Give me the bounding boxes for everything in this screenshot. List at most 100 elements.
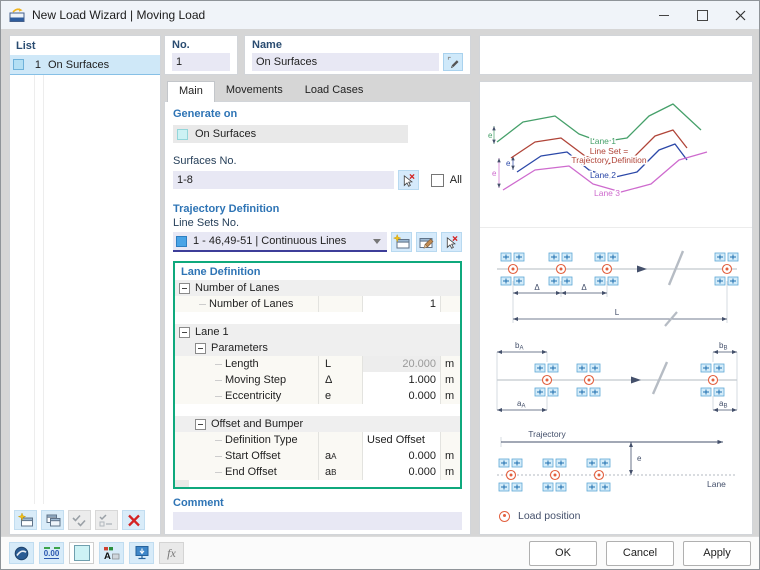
collapse-icon[interactable] xyxy=(179,326,190,338)
row-value[interactable]: Used Offset xyxy=(362,432,440,448)
select-line-set-button[interactable] xyxy=(440,232,462,252)
row-label: Eccentricity xyxy=(225,390,282,402)
pencil-icon xyxy=(447,56,459,68)
group-row-parameters[interactable]: Parameters xyxy=(175,340,460,356)
all-checkbox[interactable] xyxy=(431,173,444,187)
row-unit xyxy=(440,296,460,312)
row-unit: m xyxy=(440,464,460,480)
function-button[interactable]: fx xyxy=(159,542,184,564)
no-input[interactable] xyxy=(172,53,230,71)
group-row-lane1[interactable]: Lane 1 xyxy=(175,324,460,340)
check-all-icon xyxy=(72,514,86,527)
close-button[interactable] xyxy=(721,1,759,29)
lane-definition-panel: Lane Definition Number of Lanes Number o… xyxy=(173,261,462,489)
collapse-icon[interactable] xyxy=(195,418,206,430)
diagram-divider xyxy=(480,227,752,228)
presentation-button[interactable] xyxy=(129,542,154,564)
row-value[interactable]: 0.000 xyxy=(362,464,440,480)
tab-strip: Main Movements Load Cases xyxy=(164,81,471,102)
lane-label: Lane xyxy=(707,479,726,489)
select-surfaces-button[interactable] xyxy=(397,170,420,190)
group-label: Lane 1 xyxy=(195,326,229,338)
delta-dim-label: Δ xyxy=(581,283,587,292)
new-line-set-button[interactable] xyxy=(390,232,412,252)
trajectory-definition-header: Trajectory Definition xyxy=(173,203,280,215)
table-row-moving-step[interactable]: Moving Step Δ 1.000 m xyxy=(175,372,460,388)
check-selection-button[interactable] xyxy=(95,510,118,530)
line-set-color-swatch xyxy=(176,235,187,247)
rename-button[interactable] xyxy=(443,53,463,71)
maximize-button[interactable] xyxy=(683,1,721,29)
presentation-icon xyxy=(135,546,148,560)
surfaces-no-input[interactable] xyxy=(173,171,394,189)
length-dim-label: L xyxy=(615,308,620,317)
line-sets-dropdown[interactable]: 1 - 46,49-51 | Continuous Lines xyxy=(173,232,387,252)
no-label: No. xyxy=(172,39,190,51)
ok-button[interactable]: OK xyxy=(529,540,597,566)
window-title: New Load Wizard | Moving Load xyxy=(32,8,206,22)
group-row-number-of-lanes[interactable]: Number of Lanes xyxy=(175,280,460,296)
display-properties-button[interactable]: A xyxy=(99,542,124,564)
copy-item-button[interactable] xyxy=(41,510,64,530)
a-b-dim-label: aB xyxy=(719,399,727,410)
sphere-button[interactable] xyxy=(9,542,34,564)
main-panel: Main Movements Load Cases Generate on On… xyxy=(164,81,471,535)
row-symbol: L xyxy=(318,356,362,372)
tab-main[interactable]: Main xyxy=(167,81,215,102)
table-row-number-of-lanes[interactable]: Number of Lanes 1 xyxy=(175,296,460,312)
color-swatch-button[interactable] xyxy=(69,542,94,564)
sphere-icon xyxy=(14,546,29,560)
list-item-on-surfaces[interactable]: 1 On Surfaces xyxy=(10,55,160,75)
e-label-lane1: e xyxy=(488,131,493,140)
group-label: Parameters xyxy=(211,342,268,354)
minimize-icon xyxy=(659,14,669,16)
row-label: Number of Lanes xyxy=(209,298,294,310)
new-icon xyxy=(17,512,33,526)
b-a-dim-label: bA xyxy=(515,341,523,352)
minimize-button[interactable] xyxy=(645,1,683,29)
load-position-icon xyxy=(499,510,510,522)
comment-input[interactable] xyxy=(173,512,462,530)
row-label: Length xyxy=(225,358,259,370)
row-value[interactable]: 1 xyxy=(362,296,440,312)
list-header: List xyxy=(16,40,36,52)
row-value[interactable]: 0.000 xyxy=(362,448,440,464)
row-value[interactable]: 1.000 xyxy=(362,372,440,388)
legend-label: Load position xyxy=(518,510,581,522)
decimal-places-button[interactable]: 0.00 xyxy=(39,542,64,564)
tree-connector xyxy=(199,303,206,305)
row-value[interactable]: 0.000 xyxy=(362,388,440,404)
table-row-length[interactable]: Length L 20.000 m xyxy=(175,356,460,372)
group-row-offset-and-bumper[interactable]: Offset and Bumper xyxy=(175,416,460,432)
collapse-icon[interactable] xyxy=(195,342,206,354)
name-input[interactable] xyxy=(252,53,439,71)
line-set-label-1: Line Set = xyxy=(590,146,629,156)
delete-item-button[interactable] xyxy=(122,510,145,530)
collapse-icon[interactable] xyxy=(179,282,190,294)
table-row-eccentricity[interactable]: Eccentricity e 0.000 m xyxy=(175,388,460,404)
edit-line-set-button[interactable] xyxy=(415,232,437,252)
display-properties-icon: A xyxy=(104,546,120,561)
tree-connector xyxy=(215,439,222,441)
cancel-button[interactable]: Cancel xyxy=(606,540,674,566)
a-a-dim-label: aA xyxy=(517,399,525,410)
comment-header: Comment xyxy=(173,497,224,509)
group-label: Offset and Bumper xyxy=(211,418,304,430)
table-row-definition-type[interactable]: Definition Type Used Offset xyxy=(175,432,460,448)
footer-bar: 0.00 A fx OK Cancel xyxy=(1,536,759,569)
load-train-diagram: Δ Δ L xyxy=(497,250,747,327)
tab-movements[interactable]: Movements xyxy=(225,84,283,96)
row-unit: m xyxy=(440,372,460,388)
check-all-button[interactable] xyxy=(68,510,91,530)
generate-on-value-bar: On Surfaces xyxy=(173,125,408,143)
lane2-label: Lane 2 xyxy=(590,170,616,180)
new-item-button[interactable] xyxy=(14,510,37,530)
apply-button[interactable]: Apply xyxy=(683,540,751,566)
tab-load-cases[interactable]: Load Cases xyxy=(304,84,364,96)
maximize-icon xyxy=(696,9,708,21)
delete-icon xyxy=(127,514,140,526)
